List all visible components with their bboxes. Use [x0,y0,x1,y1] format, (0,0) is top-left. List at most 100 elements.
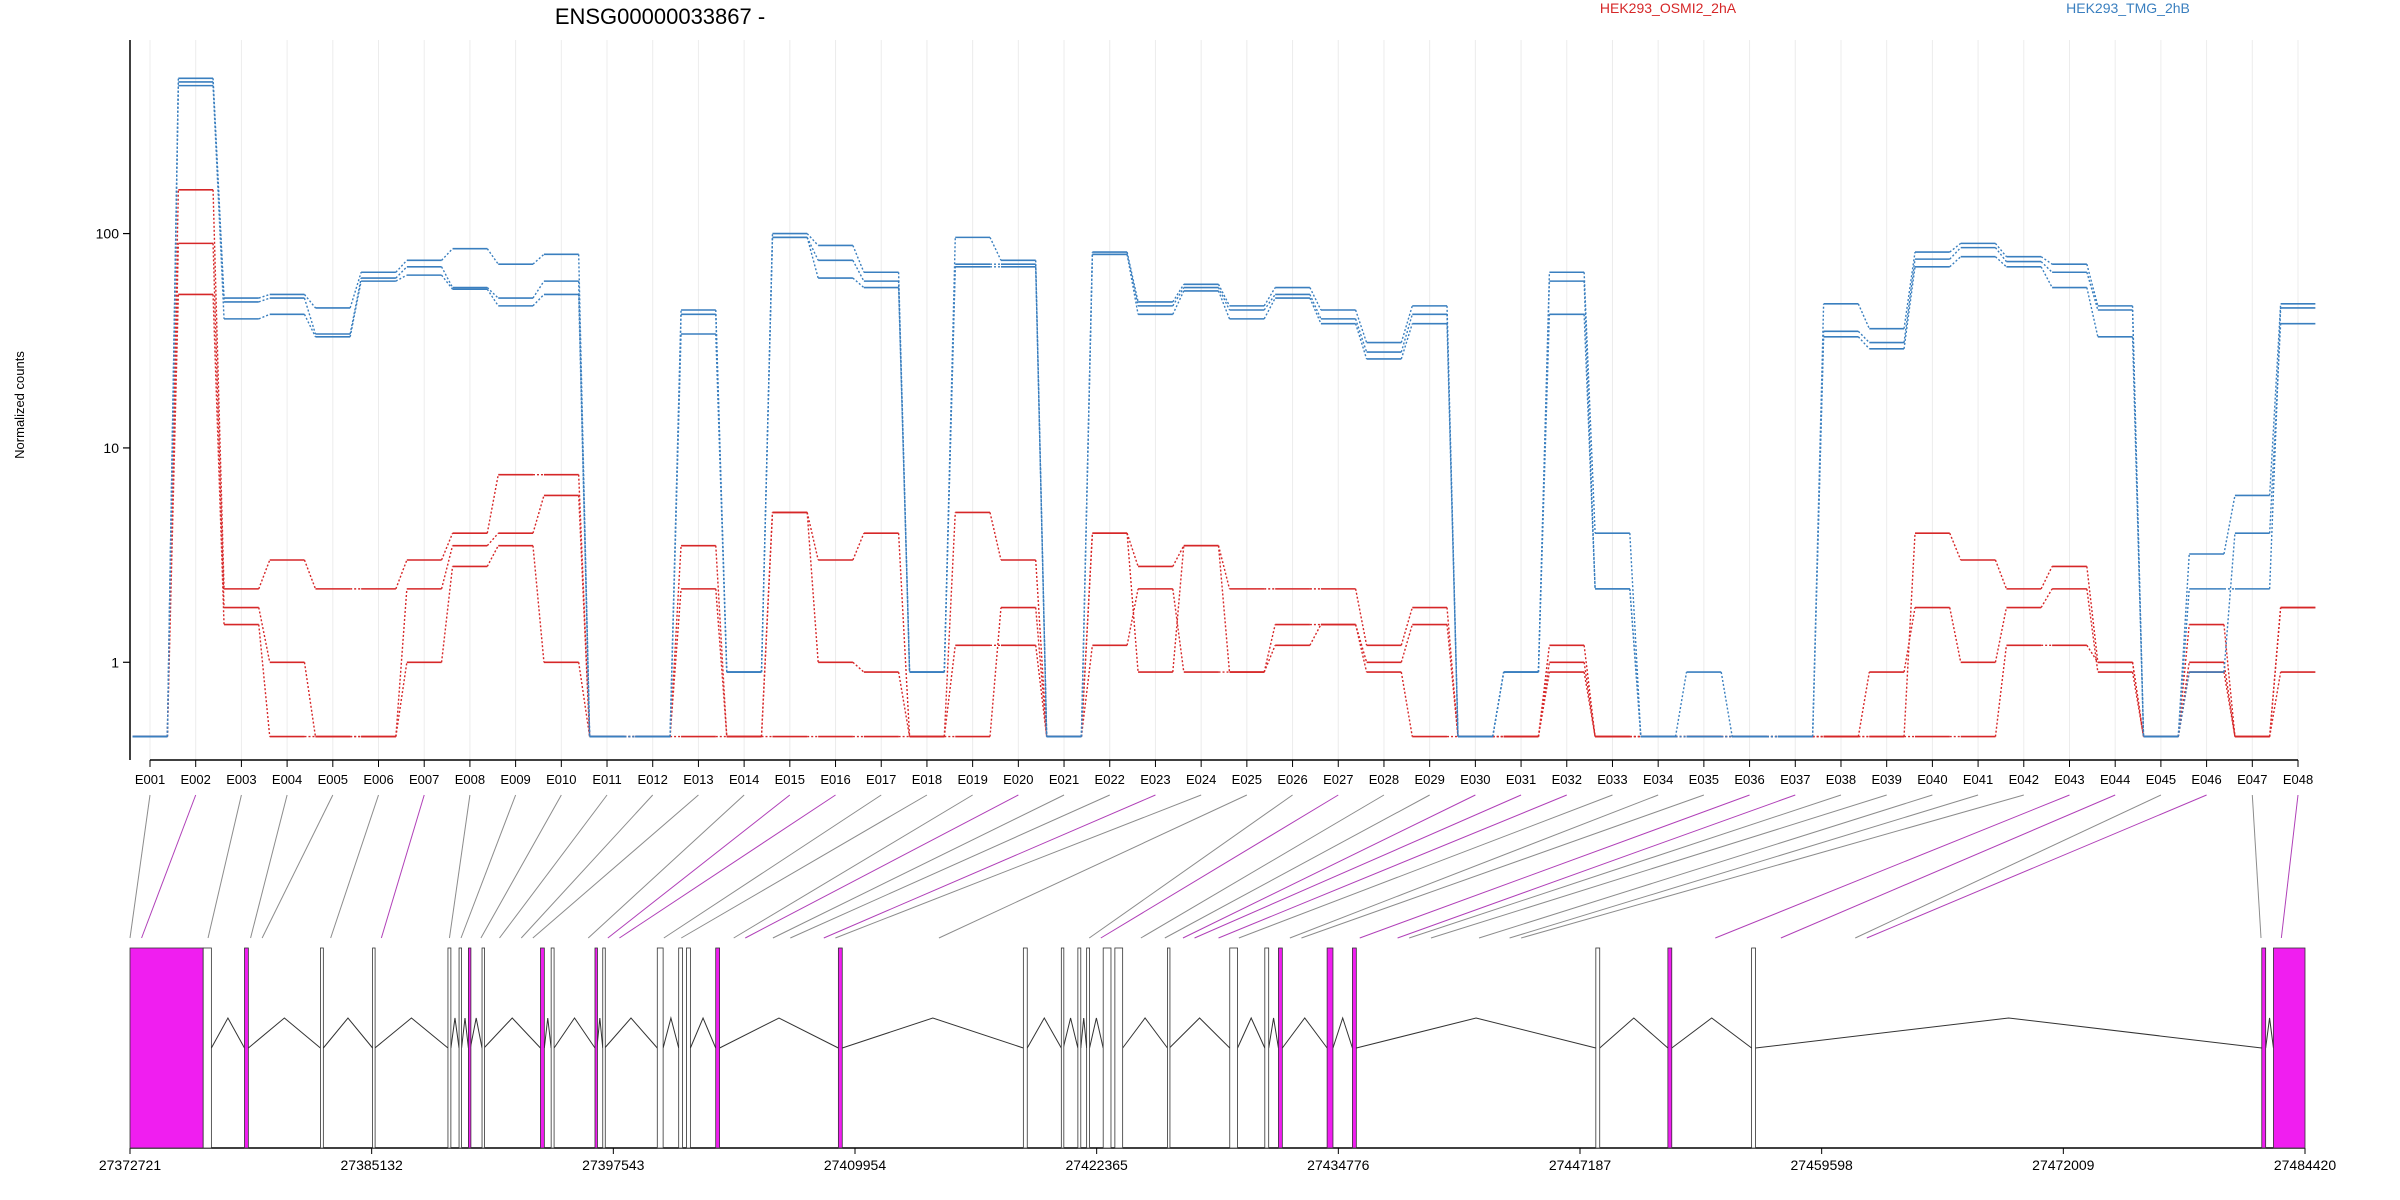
exon-connector [823,794,1156,939]
exon-block [1077,947,1082,1149]
series-link [1080,254,1094,737]
series-link [1949,532,1962,561]
series-link [1446,314,1459,737]
exon-block [715,947,720,1149]
exon-connector [607,794,791,939]
genome-tick-label: 27422365 [1066,1157,1129,1173]
series-link [1720,671,1733,737]
exon-connector [1509,794,1979,939]
series-link [806,233,819,246]
x-tick-label: E005 [318,772,348,787]
series-link [852,245,865,273]
exon-block [1595,947,1601,1149]
series-link [1537,662,1551,737]
series-link [2177,671,2190,737]
exon-block [2261,947,2267,1149]
x-tick-label: E048 [2283,772,2313,787]
exon-connector [1430,794,1887,939]
x-tick-label: E041 [1963,772,1993,787]
series-link [1583,314,1596,589]
series-link [395,588,408,737]
series-link [715,333,728,673]
x-tick-label: E010 [546,772,576,787]
x-tick-label: E024 [1186,772,1216,787]
series-link [760,237,774,673]
exon-connector [1780,794,2116,939]
series-link [1035,645,1048,737]
series-link [440,566,454,663]
exon-block [481,947,485,1149]
series-link [532,253,545,265]
exon-connector [499,794,608,939]
exon-block [202,947,212,1149]
intron [689,1016,717,1049]
series-link [395,559,408,590]
series-link [1354,318,1368,353]
x-tick-label: E040 [1917,772,1947,787]
x-tick-label: E022 [1095,772,1125,787]
series-link [303,314,317,338]
x-tick-label: E028 [1369,772,1399,787]
series-link [1537,281,1551,673]
series-link [2040,256,2053,265]
series-link [852,661,865,673]
x-tick-label: E037 [1780,772,1810,787]
intron [2265,1017,2274,1049]
series-link [1217,287,1231,311]
series-link [258,293,270,299]
series-link [1400,624,1413,663]
x-tick-label: E021 [1049,772,1079,787]
genome-tick-label: 27434776 [1307,1157,1370,1173]
x-tick-label: E016 [820,772,850,787]
exon-block [540,947,545,1149]
series-link [1172,545,1185,673]
chart-title: ENSG00000033867 - [555,4,765,29]
series-link [943,645,956,737]
intron [1755,1017,2262,1049]
intron [1080,1017,1088,1049]
series-link [852,532,865,561]
exon-connector [1866,794,2207,939]
series-link [1994,247,2007,263]
x-tick-label: E019 [957,772,987,787]
series-link [760,512,774,737]
series-link [258,607,271,663]
y-tick-label: 100 [96,226,120,242]
y-tick-label: 1 [111,654,119,670]
series-link [212,243,225,608]
series-3 [132,77,2316,738]
series-link [897,671,911,737]
x-tick-label: E029 [1414,772,1444,787]
series-link [1537,671,1551,737]
exon-block [1667,947,1673,1149]
x-tick-label: E014 [729,772,759,787]
exon-connector [460,794,517,939]
exon-connector [1100,794,1339,939]
series-link [303,294,316,309]
series-link [1400,314,1413,353]
series-link [2086,272,2099,311]
genome-tick-label: 27385132 [341,1157,404,1173]
genome-tick-label: 27372721 [99,1157,162,1173]
x-tick-label: E026 [1277,772,1307,787]
intron [1026,1016,1062,1049]
series-link [1629,588,1642,737]
series-link [1446,624,1459,737]
series-link [2223,624,2236,737]
series-link [395,274,408,282]
legend-label-tmg: HEK293_TMG_2hB [2066,0,2190,16]
exon-block [1751,947,1756,1149]
series-link [1949,607,1962,663]
series-link [1949,256,1962,268]
x-tick-label: E047 [2237,772,2267,787]
series-link [2177,553,2190,737]
exon-block [447,947,452,1149]
series-link [395,266,408,279]
series-link [1994,645,2008,737]
series-link [2131,336,2145,737]
series-link [1400,607,1413,646]
series-link [1857,671,1871,737]
series-link [1446,323,1459,737]
series-link [1857,303,1870,329]
series-2 [132,293,2316,738]
